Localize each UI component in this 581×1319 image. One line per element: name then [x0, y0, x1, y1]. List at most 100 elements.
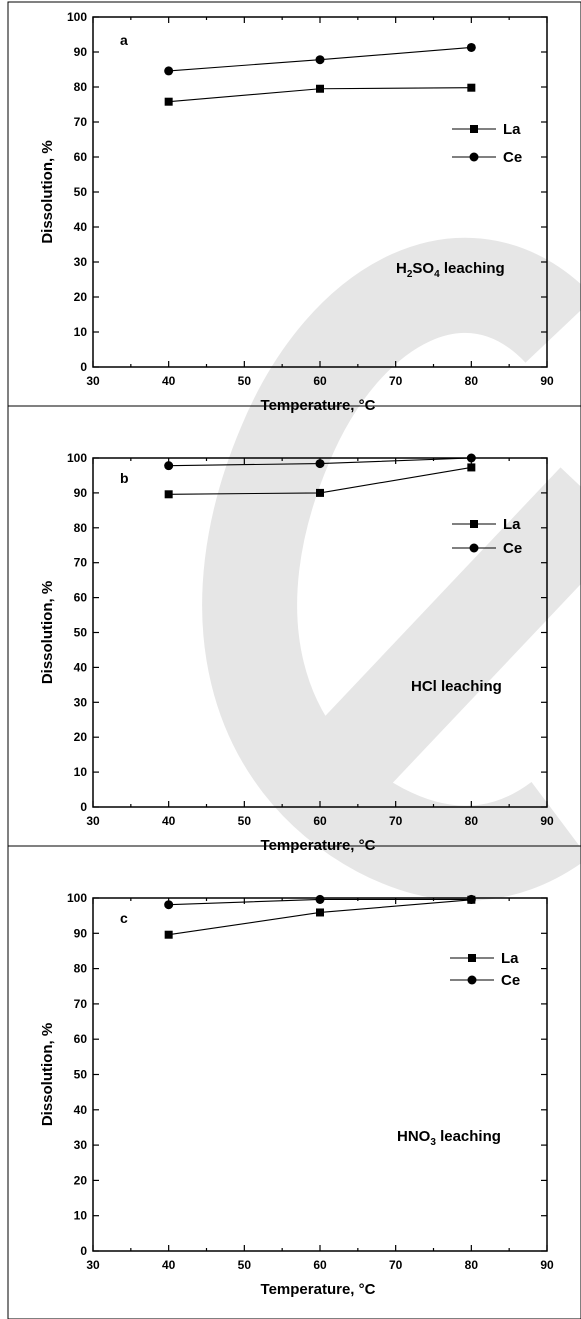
x-axis-title: Temperature, °C	[261, 1281, 376, 1298]
y-tick-label: 100	[67, 451, 87, 465]
y-tick-label: 20	[74, 290, 88, 304]
panel-letter: a	[120, 32, 128, 48]
data-point-ce	[315, 55, 325, 65]
x-tick-label: 40	[162, 374, 176, 388]
data-point-ce	[466, 453, 476, 463]
annotation-subscript: 3	[430, 1137, 436, 1148]
x-tick-label: 70	[389, 374, 403, 388]
panel-letter: c	[120, 910, 128, 926]
y-tick-label: 90	[74, 45, 88, 59]
y-tick-label: 30	[74, 255, 88, 269]
x-tick-label: 70	[389, 814, 403, 828]
data-point-la	[164, 97, 173, 106]
y-tick-label: 0	[80, 800, 87, 814]
y-axis-title: Dissolution, %	[39, 581, 56, 684]
annotation-text-part: leaching	[436, 1128, 501, 1145]
condition-annotation: HNO3 leaching	[397, 1128, 501, 1148]
data-point-la	[467, 83, 476, 92]
x-tick-label: 80	[465, 1258, 479, 1272]
legend-marker-square	[470, 520, 478, 528]
x-tick-label: 30	[86, 814, 100, 828]
annotation-text-part: leaching	[440, 260, 505, 277]
x-tick-label: 40	[162, 1258, 176, 1272]
legend-marker-square	[470, 125, 478, 133]
annotation-text-part: SO	[412, 260, 434, 277]
y-axis-title: Dissolution, %	[39, 140, 56, 243]
data-point-la	[316, 908, 324, 917]
legend-marker-circle	[469, 152, 479, 162]
legend-label-la: La	[503, 516, 521, 533]
y-axis-title: Dissolution, %	[39, 1023, 56, 1126]
x-tick-label: 90	[540, 814, 554, 828]
data-point-ce	[164, 900, 174, 910]
y-tick-label: 50	[74, 626, 88, 640]
chart-panel-c: 30 40 50 60 70 80 90 0 10 20 30 40 50 60 70 80 90 100 Temp…	[7, 845, 581, 1319]
legend-label-la: La	[501, 950, 519, 967]
x-tick-label: 60	[313, 374, 327, 388]
legend-label-ce: Ce	[503, 540, 522, 557]
data-point-ce	[315, 459, 325, 469]
y-tick-label: 80	[74, 521, 88, 535]
legend-label-ce: Ce	[503, 149, 522, 166]
y-tick-label: 70	[74, 115, 88, 129]
data-point-ce	[466, 42, 476, 52]
y-tick-label: 40	[74, 660, 88, 674]
data-point-la	[164, 930, 173, 939]
chart-panels: 30 40 50 60 70 80 900102030405060708090100Temp…	[7, 1, 581, 1319]
legend-label-la: La	[503, 121, 521, 138]
plot-area-frame	[92, 897, 548, 1252]
y-tick-label: 90	[74, 926, 88, 940]
y-tick-label: 10	[74, 1209, 88, 1223]
annotation-text-part: HCl leaching	[411, 678, 502, 695]
panel-border	[7, 845, 581, 1319]
annotation-subscript: 2	[407, 269, 413, 280]
y-tick-label: 50	[74, 185, 88, 199]
watermark-logo	[202, 237, 581, 901]
x-tick-label: 90	[540, 1258, 554, 1272]
y-tick-label: 70	[74, 997, 88, 1011]
data-point-ce	[164, 461, 174, 471]
x-tick-label: 50	[238, 1258, 252, 1272]
legend-marker-circle	[467, 975, 477, 985]
x-tick-label: 50	[238, 814, 252, 828]
condition-annotation: HCl leaching	[411, 678, 502, 695]
condition-annotation: H2SO4 leaching	[396, 260, 505, 280]
data-point-la	[164, 490, 173, 499]
y-tick-label: 20	[74, 730, 88, 744]
y-tick-label: 70	[74, 556, 88, 570]
legend-label-ce: Ce	[501, 972, 520, 989]
x-tick-label: 80	[465, 814, 479, 828]
y-tick-label: 40	[74, 1103, 88, 1117]
data-point-ce	[315, 894, 325, 904]
x-tick-label: 60	[313, 814, 327, 828]
watermark-arc	[202, 237, 581, 901]
y-tick-label: 80	[74, 80, 88, 94]
x-tick-label: 80	[465, 374, 479, 388]
legend-marker-square	[468, 954, 476, 962]
annotation-subscript: 4	[434, 269, 440, 280]
data-point-la	[316, 488, 324, 497]
x-tick-label: 70	[389, 1258, 403, 1272]
y-tick-label: 0	[80, 360, 87, 374]
y-tick-label: 60	[74, 591, 88, 605]
y-tick-label: 10	[74, 765, 88, 779]
data-point-ce	[164, 66, 174, 76]
data-point-ce	[466, 894, 476, 904]
data-point-la	[316, 84, 324, 93]
y-tick-label: 100	[67, 10, 87, 24]
panel-letter: b	[120, 470, 129, 486]
x-tick-label: 30	[86, 374, 100, 388]
y-tick-label: 50	[74, 1068, 88, 1082]
y-tick-label: 90	[74, 486, 88, 500]
y-tick-label: 60	[74, 1032, 88, 1046]
y-tick-label: 60	[74, 150, 88, 164]
chart-panel-a: 30 40 50 60 70 80 900102030405060708090100Temp…	[7, 1, 581, 414]
y-tick-label: 30	[74, 1138, 88, 1152]
annotation-text-part: H	[396, 260, 407, 277]
legend-marker-circle	[469, 543, 479, 553]
y-tick-label: 20	[74, 1173, 88, 1187]
data-point-la	[467, 463, 476, 472]
y-tick-label: 0	[80, 1244, 87, 1258]
y-tick-label: 30	[74, 695, 88, 709]
